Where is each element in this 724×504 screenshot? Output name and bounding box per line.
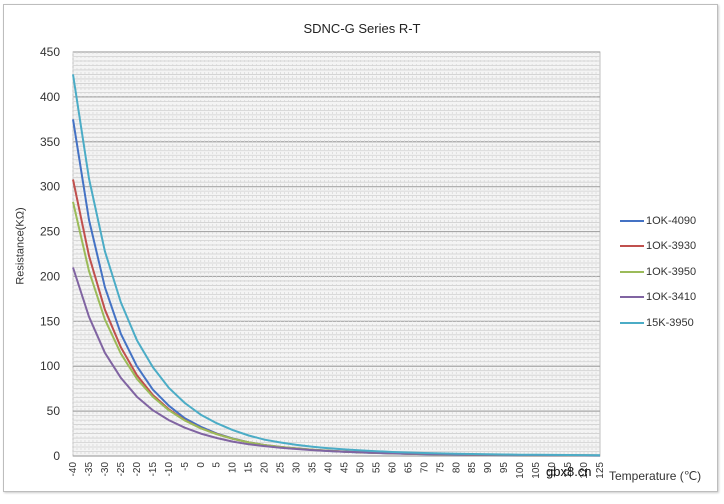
x-tick-label: 5 xyxy=(212,462,223,468)
x-tick-label: 60 xyxy=(387,462,398,474)
x-tick-label: -35 xyxy=(84,462,95,477)
legend-item: 1OK-4090 xyxy=(620,208,696,234)
x-tick-label: 25 xyxy=(276,462,287,474)
y-tick-label: 200 xyxy=(40,269,60,283)
x-tick-label: 80 xyxy=(451,462,462,474)
x-tick-label: -5 xyxy=(180,462,191,471)
x-tick-label: 45 xyxy=(339,462,350,474)
x-tick-label: 90 xyxy=(483,462,494,474)
legend: 1OK-4090 1OK-3930 1OK-3950 1OK-3410 15K-… xyxy=(620,208,696,336)
x-tick-label: -20 xyxy=(132,462,143,477)
x-tick-label: -10 xyxy=(164,462,175,477)
legend-line-icon xyxy=(620,270,644,273)
x-tick-label: 35 xyxy=(308,462,319,474)
y-tick-label: 100 xyxy=(40,359,60,373)
x-tick-label: -15 xyxy=(148,462,159,477)
series-line xyxy=(72,74,601,457)
legend-line-icon xyxy=(620,219,644,222)
legend-line-icon xyxy=(620,321,644,324)
x-tick-label: 100 xyxy=(515,462,526,479)
legend-item: 1OK-3950 xyxy=(620,259,696,285)
y-tick-label: 350 xyxy=(40,135,60,149)
legend-item: 1OK-3410 xyxy=(620,285,696,311)
y-tick-label: 0 xyxy=(53,449,60,463)
x-tick-label: 0 xyxy=(196,462,207,468)
legend-line-icon xyxy=(620,296,644,299)
y-tick-label: 300 xyxy=(40,180,60,194)
y-tick-label: 400 xyxy=(40,90,60,104)
x-tick-label: 125 xyxy=(595,462,606,479)
x-tick-label: 50 xyxy=(355,462,366,474)
x-tick-label: 55 xyxy=(371,462,382,474)
x-tick-label: 70 xyxy=(419,462,430,474)
x-tick-label: 95 xyxy=(499,462,510,474)
x-tick-label: 15 xyxy=(244,462,255,474)
y-tick-label: 250 xyxy=(40,225,60,239)
x-tick-label: 115 xyxy=(563,462,574,478)
legend-line-icon xyxy=(620,245,644,248)
x-tick-label: 65 xyxy=(403,462,414,474)
x-tick-label: 75 xyxy=(435,462,446,474)
y-tick-label: 50 xyxy=(47,404,61,418)
x-tick-label: -25 xyxy=(116,462,127,477)
x-tick-label: -40 xyxy=(68,462,79,477)
x-tick-label: 120 xyxy=(579,462,590,479)
x-tick-label: 20 xyxy=(260,462,271,474)
x-tick-label: 10 xyxy=(228,462,239,474)
x-tick-label: 105 xyxy=(531,462,542,479)
x-tick-label: -30 xyxy=(100,462,111,477)
x-tick-label: 110 xyxy=(547,462,558,478)
x-tick-label: 40 xyxy=(324,462,335,474)
x-tick-label: 30 xyxy=(292,462,303,474)
watermark: gbx8.cn xyxy=(546,464,592,479)
legend-item: 15K-3950 xyxy=(620,310,696,336)
y-tick-label: 150 xyxy=(40,314,60,328)
legend-item: 1OK-3930 xyxy=(620,234,696,260)
x-tick-label: 85 xyxy=(467,462,478,474)
x-axis-title: Temperature (℃) xyxy=(609,469,702,483)
y-tick-label: 450 xyxy=(40,45,60,59)
chart-title: SDNC-G Series R-T xyxy=(303,21,421,36)
